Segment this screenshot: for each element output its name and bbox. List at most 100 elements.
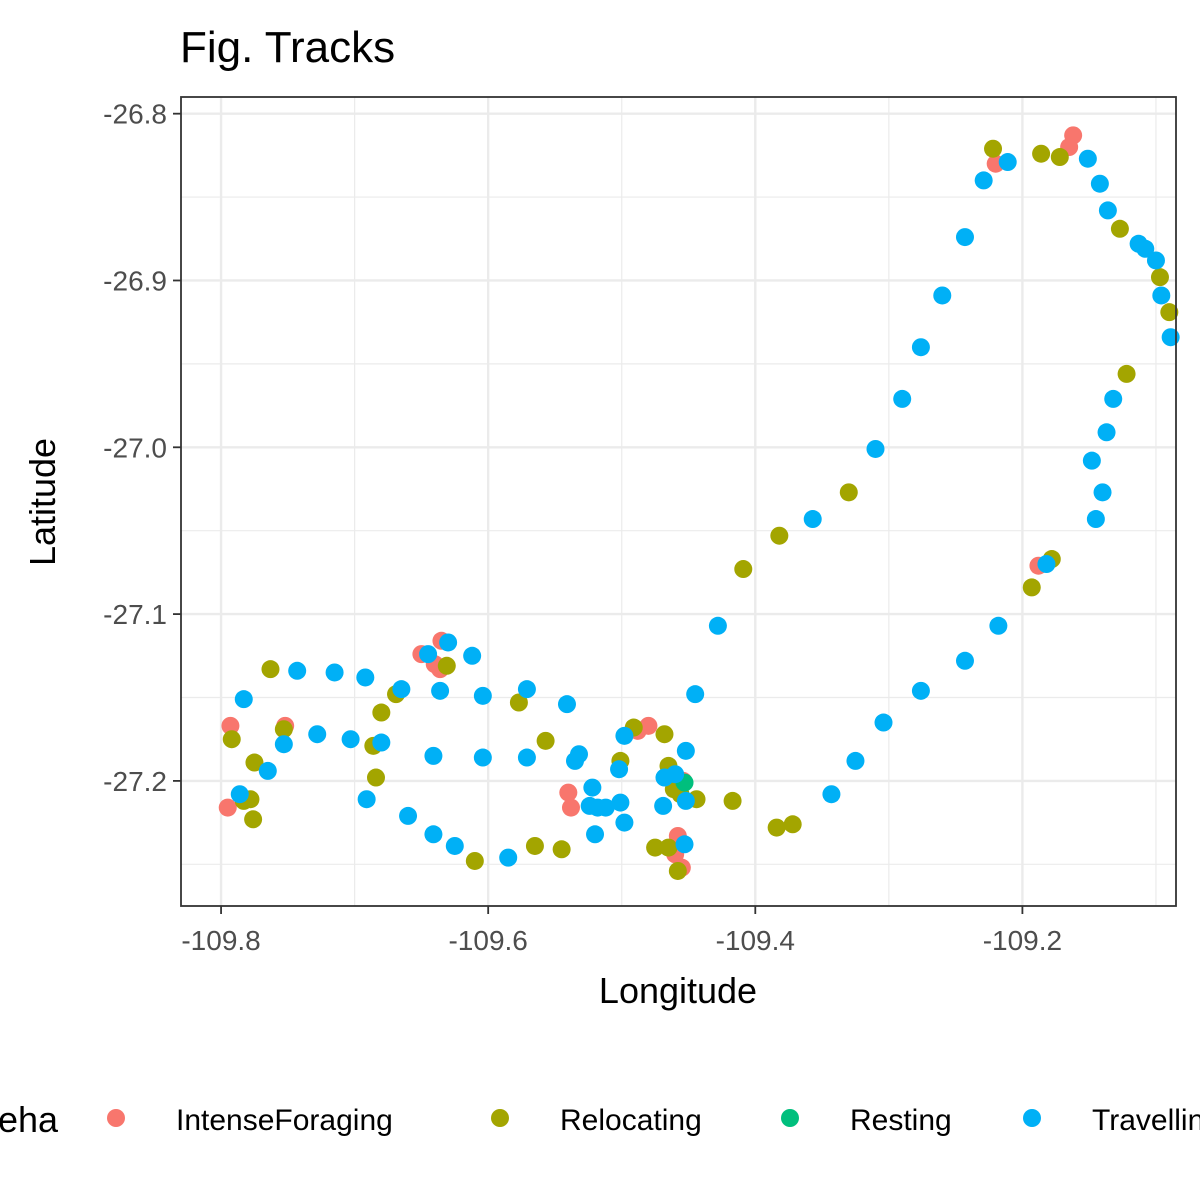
x-tick-label: -109.4	[716, 925, 795, 956]
data-point	[565, 751, 584, 770]
data-point	[517, 748, 536, 767]
data-point	[517, 680, 536, 699]
axes: -109.8 -109.6 -109.4 -109.2 -26.8 -26.9 -27.0 -…	[103, 96, 1177, 956]
data-point	[222, 730, 241, 749]
data-point	[911, 681, 930, 700]
data-point	[525, 836, 544, 855]
data-point	[933, 286, 952, 305]
data-point	[984, 139, 1003, 158]
data-point	[230, 785, 249, 804]
data-point	[341, 730, 360, 749]
data-point	[974, 171, 993, 190]
data-point	[675, 835, 694, 854]
legend-label: IntenseForaging	[176, 1104, 393, 1137]
data-point	[473, 748, 492, 767]
data-point	[473, 686, 492, 705]
data-point	[668, 861, 687, 880]
data-point	[366, 768, 385, 787]
data-point	[1022, 578, 1041, 597]
data-point	[1097, 423, 1116, 442]
data-point	[552, 840, 571, 859]
data-point	[1117, 364, 1136, 383]
data-point	[559, 783, 578, 802]
legend: eha IntenseForaging Relocating Resting Trav…	[0, 1099, 1200, 1140]
data-point	[955, 651, 974, 670]
data-point	[1050, 148, 1069, 167]
data-point	[445, 836, 464, 855]
data-point	[1161, 328, 1180, 347]
x-tick-label: -109.2	[983, 925, 1062, 956]
y-tick-label: -27.2	[103, 766, 167, 797]
data-point	[419, 645, 438, 664]
chart-title: Fig. Tracks	[180, 23, 395, 72]
data-point	[245, 753, 264, 772]
legend-key	[781, 1109, 799, 1127]
x-tick-label: -109.8	[181, 925, 260, 956]
data-point	[655, 725, 674, 744]
data-point	[708, 616, 727, 635]
data-point	[1086, 510, 1105, 529]
data-point	[288, 661, 307, 680]
data-point	[509, 693, 528, 712]
data-point	[308, 725, 327, 744]
legend-title: eha	[0, 1099, 59, 1140]
data-point	[846, 751, 865, 770]
data-point	[955, 228, 974, 247]
y-tick-label: -27.1	[103, 599, 167, 630]
data-point	[615, 726, 634, 745]
data-point	[1090, 174, 1109, 193]
data-point	[1104, 389, 1123, 408]
data-point	[1032, 144, 1051, 163]
data-point	[499, 848, 518, 867]
data-point	[1136, 239, 1155, 258]
data-point	[325, 663, 344, 682]
data-point	[998, 153, 1017, 172]
x-axis-title: Longitude	[599, 970, 757, 1011]
data-point	[1037, 555, 1056, 574]
y-tick-label: -26.8	[103, 99, 167, 130]
data-point	[783, 815, 802, 834]
data-point	[274, 720, 293, 739]
data-point	[586, 825, 605, 844]
legend-label: Travelling	[1092, 1104, 1200, 1137]
data-point	[839, 483, 858, 502]
data-point	[244, 810, 263, 829]
data-point	[1152, 286, 1171, 305]
data-point	[218, 798, 237, 817]
legend-key	[491, 1109, 509, 1127]
data-point	[221, 716, 240, 735]
data-point	[893, 389, 912, 408]
data-point	[611, 793, 630, 812]
data-point	[666, 765, 685, 784]
data-point	[1110, 219, 1129, 238]
data-point	[770, 526, 789, 545]
data-point	[261, 660, 280, 679]
y-axis-title: Latitude	[22, 438, 63, 566]
data-point	[431, 681, 450, 700]
data-point	[911, 338, 930, 357]
y-tick-label: -27.0	[103, 432, 167, 463]
data-point	[437, 656, 456, 675]
legend-key	[107, 1109, 125, 1127]
data-point	[874, 713, 893, 732]
y-tick-label: -26.9	[103, 265, 167, 296]
data-point	[646, 838, 665, 857]
data-point	[1082, 451, 1101, 470]
data-point	[424, 825, 443, 844]
data-point	[372, 703, 391, 722]
data-point	[686, 685, 705, 704]
data-point	[557, 695, 576, 714]
data-point	[822, 785, 841, 804]
data-point	[1093, 483, 1112, 502]
data-point	[234, 690, 253, 709]
data-point	[1160, 303, 1179, 322]
data-point	[439, 633, 458, 652]
data-point	[258, 761, 277, 780]
data-point	[676, 741, 695, 760]
data-point	[989, 616, 1008, 635]
data-point	[424, 746, 443, 765]
data-point	[1098, 201, 1117, 220]
data-point	[392, 680, 411, 699]
data-point	[866, 439, 885, 458]
